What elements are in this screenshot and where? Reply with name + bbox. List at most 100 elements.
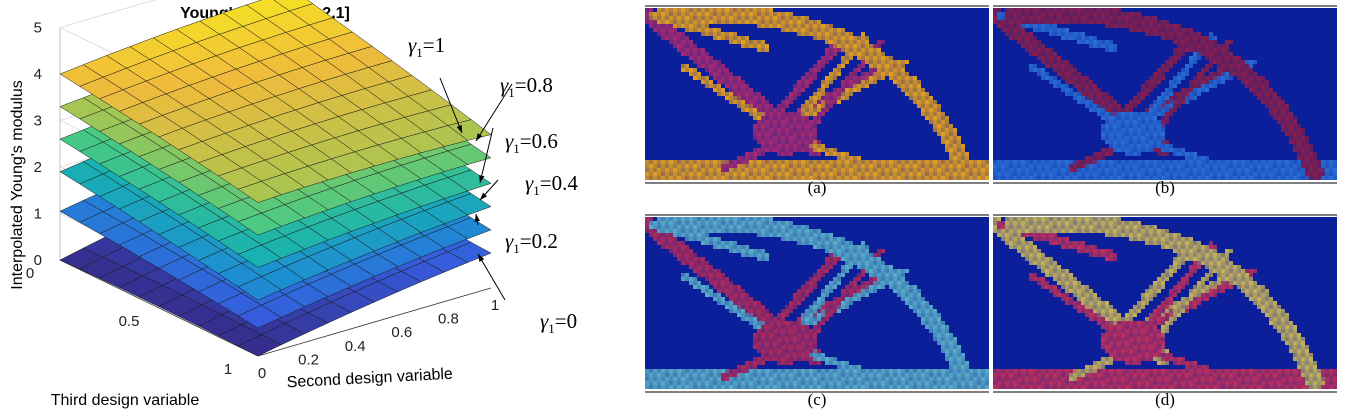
density-cell	[649, 168, 653, 172]
density-cell	[1213, 40, 1217, 44]
density-cell	[845, 88, 849, 92]
density-cell	[1137, 176, 1141, 180]
density-cell	[1245, 76, 1249, 80]
density-cell	[829, 24, 833, 28]
density-cell	[749, 221, 753, 225]
density-cell	[753, 305, 757, 309]
density-cell	[1041, 168, 1045, 172]
density-cell	[733, 289, 737, 293]
density-cell	[793, 337, 797, 341]
density-cell	[845, 96, 849, 100]
density-cell	[685, 253, 689, 257]
density-cell	[821, 321, 825, 325]
density-cell	[917, 168, 921, 172]
density-cell	[681, 373, 685, 377]
density-cell	[769, 317, 773, 321]
density-cell	[913, 293, 917, 297]
density-cell	[705, 12, 709, 16]
density-cell	[753, 333, 757, 337]
density-cell	[793, 237, 797, 241]
density-cell	[801, 353, 805, 357]
density-cell	[765, 381, 769, 385]
density-cell	[793, 229, 797, 233]
density-cell	[917, 172, 921, 176]
density-cell	[1013, 172, 1017, 176]
density-cell	[1021, 40, 1025, 44]
density-cell	[713, 68, 717, 72]
density-cell	[665, 369, 669, 373]
density-cell	[937, 160, 941, 164]
density-cell	[717, 293, 721, 297]
density-cell	[653, 176, 657, 180]
density-cell	[789, 385, 793, 389]
density-cell	[1293, 168, 1297, 172]
density-cell	[1029, 8, 1033, 12]
density-cell	[1029, 40, 1033, 44]
density-cell	[729, 168, 733, 172]
density-cell	[1109, 176, 1113, 180]
density-cell	[729, 84, 733, 88]
density-cell	[1125, 120, 1129, 124]
density-cell	[689, 40, 693, 44]
density-cell	[877, 60, 881, 64]
density-cell	[1209, 84, 1213, 88]
density-cell	[1133, 12, 1137, 16]
density-cell	[753, 217, 757, 221]
density-cell	[1033, 44, 1037, 48]
density-cell	[885, 64, 889, 68]
density-cell	[1065, 160, 1069, 164]
density-cell	[845, 32, 849, 36]
density-cell	[1177, 80, 1181, 84]
density-cell	[861, 84, 865, 88]
density-cell	[709, 377, 713, 381]
density-cell	[765, 136, 769, 140]
density-cell	[1017, 32, 1021, 36]
density-cell	[673, 24, 677, 28]
density-cell	[1189, 88, 1193, 92]
density-cell	[741, 301, 745, 305]
density-cell	[1181, 172, 1185, 176]
density-cell	[857, 56, 861, 60]
density-cell	[849, 36, 853, 40]
density-cell	[1153, 108, 1157, 112]
density-cell	[1137, 92, 1141, 96]
density-cell	[757, 253, 761, 257]
density-cell	[789, 128, 793, 132]
density-cell	[721, 301, 725, 305]
density-cell	[813, 104, 817, 108]
density-cell	[693, 172, 697, 176]
density-cell	[929, 305, 933, 309]
density-cell	[1189, 44, 1193, 48]
density-cell	[1029, 172, 1033, 176]
density-cell	[1217, 64, 1221, 68]
density-cell	[1113, 120, 1117, 124]
density-cell	[745, 176, 749, 180]
density-cell	[825, 289, 829, 293]
density-cell	[713, 285, 717, 289]
density-cell	[929, 104, 933, 108]
density-cell	[773, 116, 777, 120]
density-cell	[1113, 12, 1117, 16]
density-cell	[1161, 164, 1165, 168]
density-cell	[1185, 68, 1189, 72]
density-cell	[1149, 88, 1153, 92]
density-cell	[1181, 96, 1185, 100]
density-cell	[765, 309, 769, 313]
density-cell	[1281, 176, 1285, 180]
density-cell	[925, 381, 929, 385]
density-cell	[1113, 144, 1117, 148]
density-cell	[1061, 76, 1065, 80]
density-cell	[733, 301, 737, 305]
density-cell	[865, 289, 869, 293]
density-cell	[921, 168, 925, 172]
density-cell	[753, 112, 757, 116]
density-cell	[745, 253, 749, 257]
density-cell	[1253, 176, 1257, 180]
density-cell	[1297, 132, 1301, 136]
density-cell	[777, 337, 781, 341]
density-cell	[941, 168, 945, 172]
density-cell	[793, 28, 797, 32]
density-cell	[769, 357, 773, 361]
density-cell	[689, 249, 693, 253]
density-cell	[881, 377, 885, 381]
